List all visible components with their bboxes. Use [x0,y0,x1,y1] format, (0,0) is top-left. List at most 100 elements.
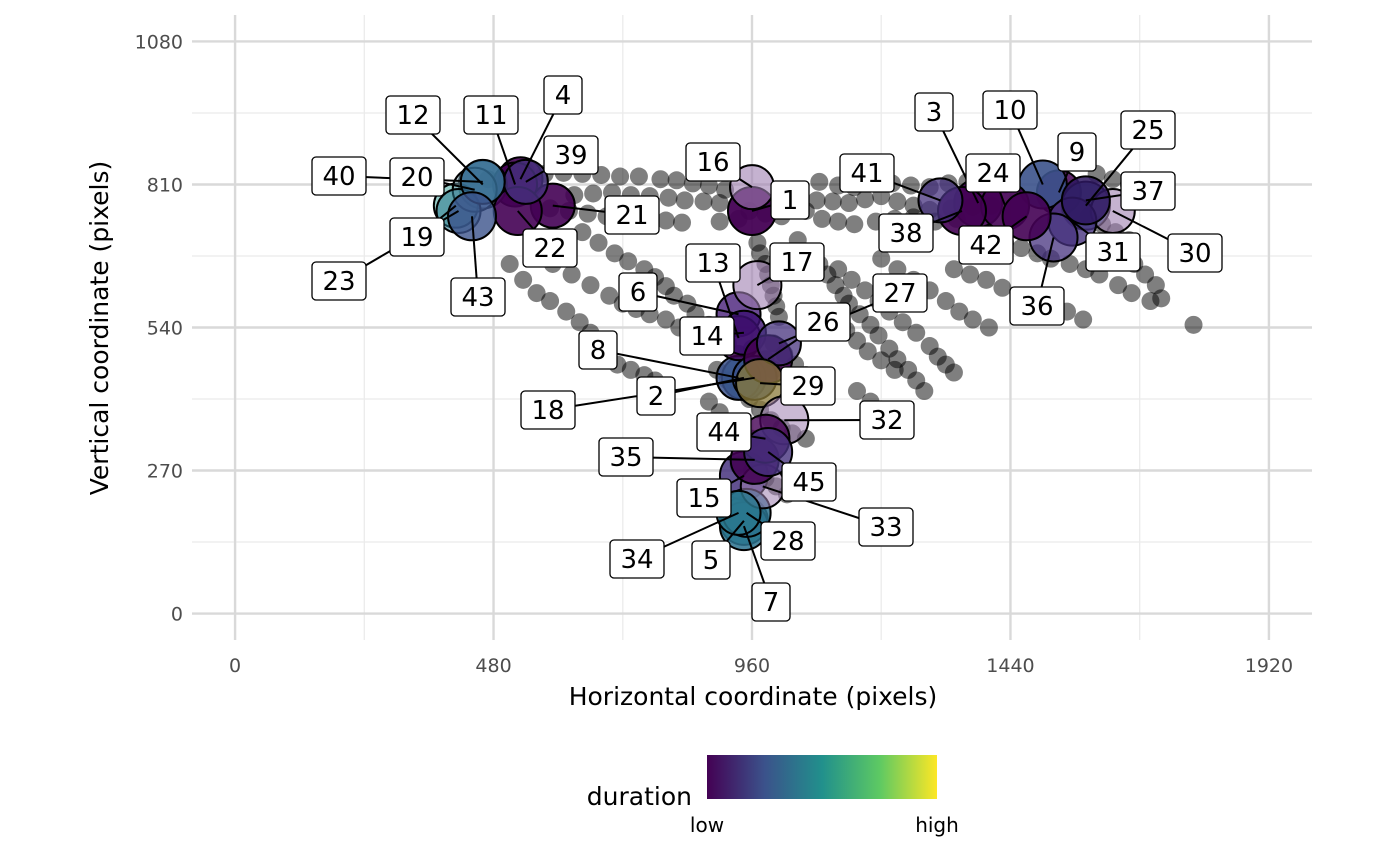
gaze-point [578,204,597,223]
gaze-point [993,278,1012,297]
y-tick-label: 1080 [135,31,183,53]
gaze-point [888,192,907,211]
gaze-point [514,270,533,289]
gaze-point [856,281,875,300]
gaze-point [856,190,875,209]
gaze-point [907,323,926,342]
gaze-point [573,223,592,242]
fixation-label-36: 36 [1020,292,1053,322]
fixation-label-6: 6 [630,278,647,308]
fixation-label-44: 44 [707,418,740,448]
gaze-point [893,313,912,332]
gaze-point [944,363,963,382]
gaze-point [541,292,560,311]
y-axis-title: Vertical coordinate (pixels) [85,161,114,496]
legend-high-label: high [915,813,959,837]
fixation-label-42: 42 [969,231,1002,261]
gaze-point [944,260,963,279]
fixation-label-11: 11 [474,101,507,131]
fixation-label-8: 8 [590,336,607,366]
y-tick-label: 0 [171,604,183,626]
fixation-label-4: 4 [555,81,572,111]
gaze-point [605,244,624,263]
gaze-point [823,192,842,211]
label-box-17 [769,242,825,282]
fixation-label-12: 12 [396,101,429,131]
fixation-label-21: 21 [615,201,648,231]
gaze-point [1141,292,1160,311]
fixation-label-20: 20 [400,163,433,193]
label-box-27 [872,273,928,313]
fixation-label-34: 34 [620,545,653,575]
gaze-point [1012,239,1031,258]
label-box-4 [543,75,583,115]
fixation-label-30: 30 [1178,239,1211,269]
legend-title: duration [587,782,692,811]
gaze-point [858,342,877,361]
label-box-18 [520,390,576,430]
color-legend: duration low high [587,755,959,837]
label-box-14 [679,316,735,356]
fixation-label-45: 45 [792,468,825,498]
gaze-point [961,265,980,284]
gaze-point [813,209,831,228]
gaze-point [656,310,675,329]
gaze-point [600,286,619,305]
gaze-point [611,167,630,186]
fixation-label-13: 13 [696,249,729,279]
fixation-label-41: 41 [850,159,883,189]
fixation-label-25: 25 [1131,116,1164,146]
label-box-9 [1057,132,1097,172]
fixation-label-24: 24 [976,159,1009,189]
label-box-19 [389,217,445,257]
label-box-37 [1120,171,1176,211]
label-box-10 [982,90,1038,130]
x-axis-title: Horizontal coordinate (pixels) [569,682,938,711]
label-box-15 [676,478,732,518]
gaze-point [1074,310,1093,329]
x-tick-label: 1440 [986,655,1034,677]
y-tick-label: 540 [147,318,183,340]
label-box-21 [604,195,660,235]
x-axis-ticks: 0 480 960 1440 1920 [229,655,1293,677]
gaze-point [1122,284,1141,303]
fixation-label-39: 39 [554,141,587,171]
label-box-33 [858,507,914,547]
fixation-label-19: 19 [400,223,433,253]
x-tick-label: 480 [475,655,511,677]
gaze-point [651,170,670,189]
label-box-11 [463,95,519,135]
gaze-point [500,254,519,273]
fixation-label-15: 15 [687,484,720,514]
label-box-29 [780,366,836,406]
label-box-8 [578,330,618,370]
label-box-42 [958,225,1014,265]
label-box-36 [1009,286,1065,326]
y-axis-ticks: 0 270 540 810 1080 [135,31,183,625]
gaze-point [557,302,576,321]
label-box-3 [914,92,954,132]
gaze-point [845,215,864,234]
gaze-point [675,191,694,210]
gaze-point [915,382,934,401]
label-box-43 [450,277,506,317]
label-box-32 [859,400,915,440]
label-box-22 [522,228,578,268]
label-box-2 [636,376,676,416]
fixation-label-10: 10 [993,96,1026,126]
gaze-point [667,171,686,190]
x-tick-label: 1920 [1245,655,1293,677]
fixation-label-16: 16 [696,148,729,178]
gaze-point [584,184,603,203]
y-tick-label: 810 [147,174,183,196]
label-box-38 [878,213,934,253]
fixation-label-35: 35 [609,443,642,473]
gaze-point [527,284,546,303]
y-tick-label: 270 [147,461,183,483]
fixation-label-33: 33 [869,513,902,543]
gaze-point [562,265,581,284]
gaze-point [848,382,866,401]
fixation-label-17: 17 [780,248,813,278]
fixation-label-9: 9 [1069,138,1086,168]
